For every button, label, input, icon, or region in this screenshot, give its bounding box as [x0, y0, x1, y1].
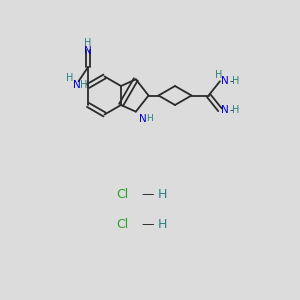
- Text: -: -: [229, 105, 233, 115]
- Text: Cl: Cl: [116, 218, 128, 232]
- Text: N: N: [221, 105, 229, 115]
- Text: N: N: [73, 80, 80, 90]
- Text: H: H: [146, 114, 153, 123]
- Text: H: H: [232, 76, 240, 86]
- Text: Cl: Cl: [116, 188, 128, 202]
- Text: H: H: [66, 73, 73, 83]
- Text: H: H: [84, 38, 92, 48]
- Text: —: —: [142, 188, 154, 202]
- Text: H: H: [157, 218, 167, 232]
- Text: H: H: [215, 70, 223, 80]
- Text: -: -: [229, 76, 233, 86]
- Text: H: H: [232, 105, 240, 115]
- Text: —: —: [142, 218, 154, 232]
- Text: N: N: [139, 114, 147, 124]
- Text: N: N: [221, 76, 229, 86]
- Text: N: N: [84, 46, 92, 56]
- Text: H: H: [157, 188, 167, 202]
- Text: H: H: [80, 80, 87, 90]
